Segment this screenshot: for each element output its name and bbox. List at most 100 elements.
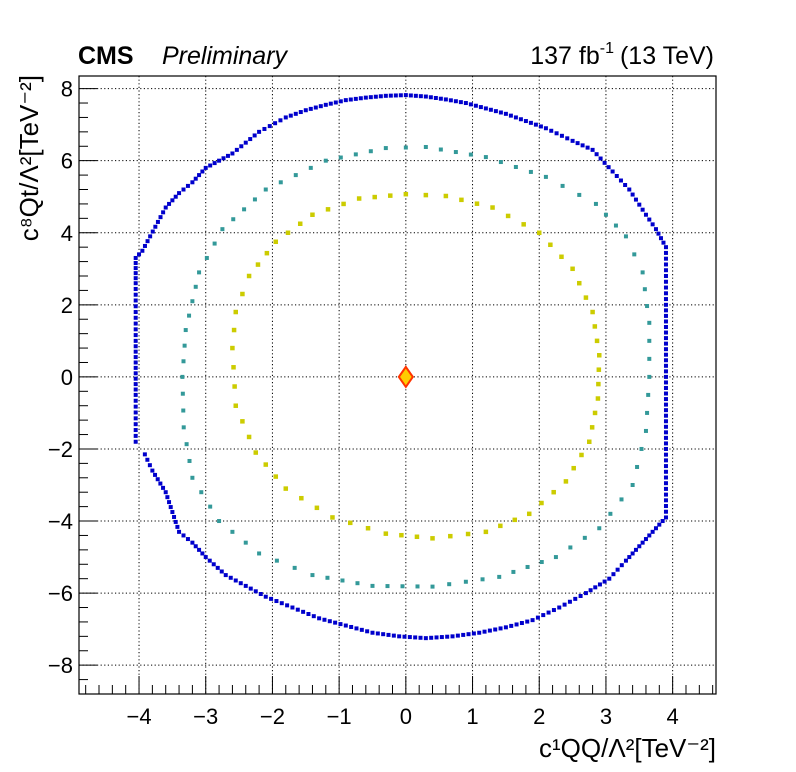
contour-point — [615, 567, 620, 572]
contour-point — [181, 533, 186, 538]
contour-point — [450, 634, 455, 639]
contour-point — [592, 324, 598, 329]
contour-point — [133, 376, 138, 381]
contour-point — [618, 178, 623, 183]
contour-point — [161, 210, 166, 215]
contour-point — [585, 145, 590, 150]
contour-point — [273, 121, 278, 126]
contour-point — [255, 262, 261, 267]
contour-point — [228, 575, 233, 580]
contour-point — [570, 266, 575, 272]
contour-point — [231, 217, 236, 222]
lumi-main: 137 fb — [530, 42, 600, 70]
contour-point — [594, 338, 600, 344]
contour-point — [548, 242, 553, 248]
contour-point — [596, 367, 602, 372]
contour-point — [338, 99, 343, 104]
contour-point — [398, 93, 403, 98]
contour-point — [325, 575, 330, 580]
contour-point — [526, 511, 532, 517]
contour-point — [539, 500, 544, 506]
contour-point — [630, 482, 635, 487]
contour-point — [153, 472, 158, 477]
contour-point — [258, 592, 263, 597]
contour-point — [197, 270, 202, 275]
contour-point — [153, 224, 158, 229]
contour-point — [657, 522, 662, 527]
contour-point — [165, 495, 170, 500]
grid — [79, 76, 716, 694]
contour-point — [663, 279, 668, 284]
contour-point — [663, 435, 668, 440]
contour-point — [220, 227, 225, 232]
contour-point — [438, 147, 443, 152]
contour-point — [303, 108, 308, 113]
contour-point — [407, 635, 412, 640]
contour-point — [328, 101, 333, 106]
contour-point — [375, 631, 380, 636]
contour-point — [133, 439, 138, 444]
contour-point — [650, 529, 655, 534]
contour-point — [663, 498, 668, 503]
contour-point — [663, 363, 668, 368]
contour-point — [381, 632, 386, 637]
contour-point — [590, 147, 595, 152]
contour-point — [340, 578, 345, 583]
contour-point — [397, 634, 402, 639]
contour-point — [190, 475, 195, 480]
contour-point — [133, 266, 138, 271]
y-axis-title: c⁸Qt/Λ²[TeV⁻²] — [14, 75, 44, 241]
contour-point — [414, 534, 420, 540]
contour-point — [663, 336, 668, 341]
contour-point — [578, 593, 583, 598]
contour-point — [598, 156, 603, 161]
x-tick-label: −4 — [126, 704, 151, 729]
y-tick-label: −6 — [48, 581, 73, 606]
contour-point — [322, 617, 327, 622]
contour-point — [199, 490, 204, 495]
contour-point — [161, 485, 166, 490]
contour-point — [647, 356, 652, 361]
contour-point — [525, 564, 530, 569]
contour-point — [512, 517, 518, 523]
contour-point — [133, 315, 138, 320]
contour-point — [230, 151, 235, 156]
contour-point — [514, 622, 519, 627]
contour-point — [180, 374, 185, 379]
contour-point — [292, 565, 297, 570]
x-tick-labels: −4 −3 −2 −1 0 1 2 3 4 — [126, 704, 678, 729]
contour-point — [299, 495, 304, 501]
contour-point — [140, 248, 145, 253]
contour-point — [403, 191, 409, 197]
contour-point — [368, 149, 373, 154]
axis-ticks — [79, 88, 714, 695]
contour-point — [177, 191, 182, 196]
contour-point — [133, 255, 138, 260]
contour-point — [133, 304, 138, 309]
contour-point — [240, 419, 245, 424]
contour-point — [663, 256, 668, 261]
contour-point — [353, 152, 358, 157]
contour-point — [519, 621, 524, 626]
contour-point — [211, 562, 216, 567]
contour-point — [559, 133, 564, 138]
contour-point — [643, 537, 648, 542]
x-tick-label: 1 — [466, 704, 478, 729]
contour-point — [567, 599, 572, 604]
contour-point — [177, 529, 182, 534]
contour-point — [193, 284, 198, 289]
contour-point — [661, 240, 666, 245]
contour-point — [587, 439, 592, 445]
contour-point — [133, 365, 138, 370]
contour-point — [183, 328, 188, 333]
contour-point — [301, 609, 306, 614]
contour-point — [418, 94, 423, 99]
contour-point — [190, 540, 195, 545]
contour-point — [438, 96, 443, 101]
contour-point — [663, 268, 668, 273]
contour-point — [511, 569, 516, 574]
contour-point — [610, 169, 615, 174]
contour-point — [239, 144, 244, 149]
contour-point — [663, 352, 668, 357]
